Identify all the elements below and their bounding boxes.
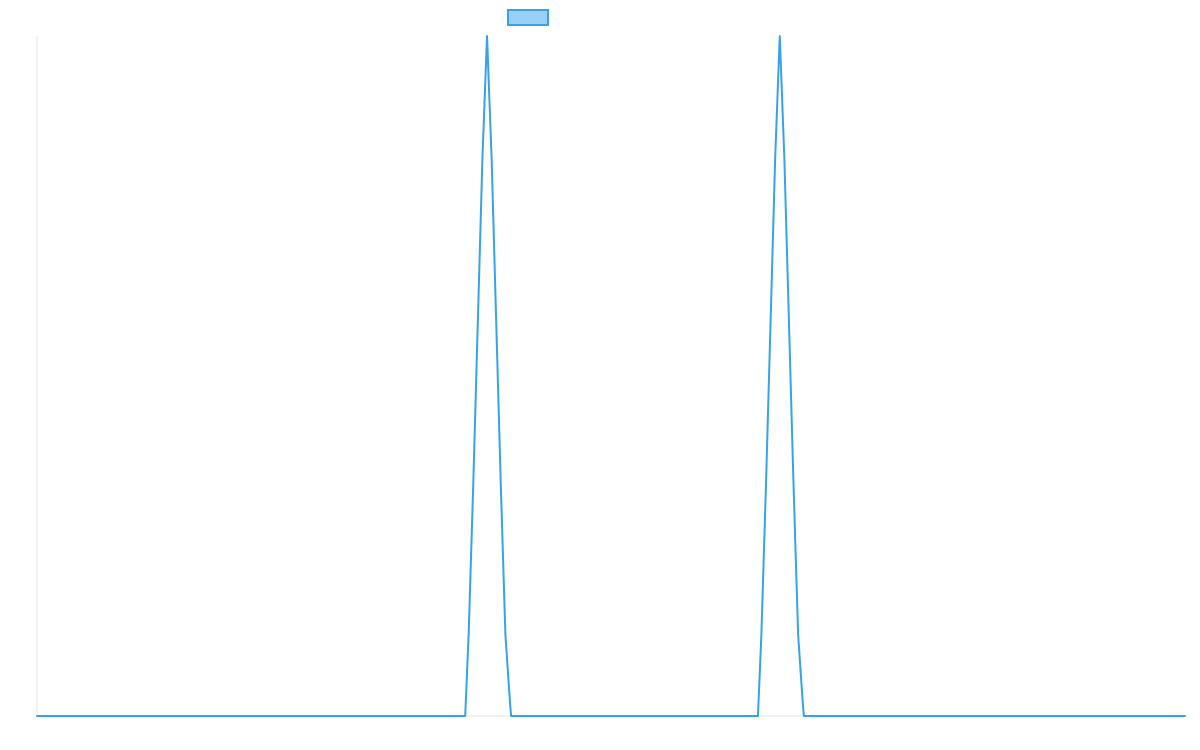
- legend[interactable]: [507, 9, 549, 26]
- legend-swatch[interactable]: [507, 9, 549, 26]
- series-layer: [36, 35, 1186, 717]
- series-line-0[interactable]: [36, 35, 1186, 717]
